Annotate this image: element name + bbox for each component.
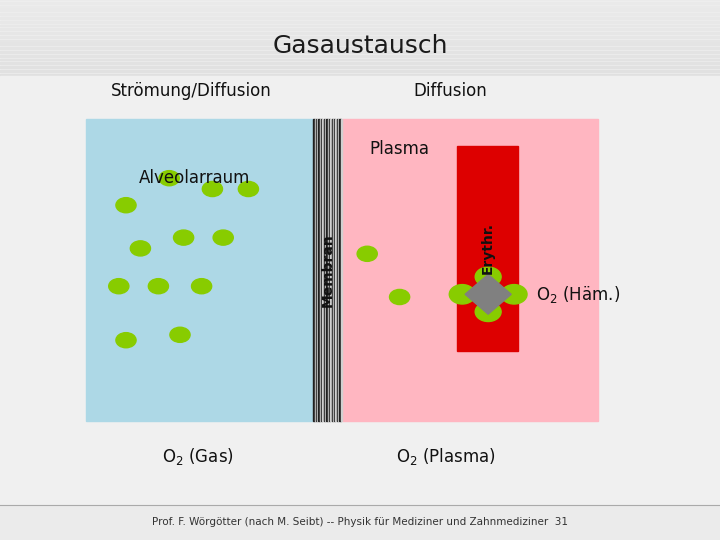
Bar	[0, 32, 720, 34]
Bar	[336, 119, 337, 421]
Bar	[0, 116, 720, 117]
Bar	[331, 119, 333, 421]
Circle shape	[159, 171, 179, 186]
Bar	[329, 119, 330, 421]
Bar	[0, 108, 720, 110]
Text: Diffusion: Diffusion	[413, 82, 487, 100]
Bar	[0, 138, 720, 140]
Bar	[325, 119, 326, 421]
Bar	[0, 40, 720, 42]
Bar	[0, 96, 720, 98]
Text: Membran: Membran	[320, 233, 335, 307]
Circle shape	[238, 181, 258, 197]
Text: Strömung/Diffusion: Strömung/Diffusion	[110, 82, 271, 100]
Bar	[0, 100, 720, 102]
Text: Gasaustausch: Gasaustausch	[272, 34, 448, 58]
Bar	[0, 66, 720, 68]
Text: Alveolarraum: Alveolarraum	[139, 169, 250, 187]
Bar	[317, 119, 318, 421]
Bar	[330, 119, 331, 421]
Bar	[0, 44, 720, 45]
Bar	[321, 119, 323, 421]
Circle shape	[213, 230, 233, 245]
Bar	[0, 76, 720, 505]
Circle shape	[170, 327, 190, 342]
Circle shape	[449, 285, 475, 304]
Text: Prof. F. Wörgötter (nach M. Seibt) -- Physik für Mediziner und Zahnmediziner  31: Prof. F. Wörgötter (nach M. Seibt) -- Ph…	[152, 517, 568, 527]
Bar	[313, 119, 315, 421]
Bar	[0, 59, 720, 60]
Text: O$_2$ (Gas): O$_2$ (Gas)	[162, 446, 234, 467]
Bar	[0, 111, 720, 113]
Circle shape	[148, 279, 168, 294]
Bar	[0, 24, 720, 26]
Bar	[0, 74, 720, 76]
Bar	[0, 13, 720, 15]
Bar	[0, 21, 720, 23]
Circle shape	[501, 285, 527, 304]
Bar	[342, 119, 598, 421]
Bar	[0, 51, 720, 53]
Circle shape	[116, 198, 136, 213]
Bar	[0, 141, 720, 144]
Circle shape	[202, 181, 222, 197]
Bar	[338, 119, 339, 421]
Bar	[0, 6, 720, 8]
Bar	[339, 119, 341, 421]
Bar	[0, 9, 720, 11]
Bar	[457, 146, 518, 351]
Bar	[0, 126, 720, 129]
Bar	[318, 119, 320, 421]
Bar	[0, 85, 720, 87]
Bar	[320, 119, 321, 421]
Bar	[315, 119, 316, 421]
Circle shape	[174, 230, 194, 245]
Bar	[0, 70, 720, 72]
Bar	[0, 505, 720, 540]
Text: O$_2$ (Plasma): O$_2$ (Plasma)	[397, 446, 496, 467]
Bar	[0, 134, 720, 136]
Circle shape	[475, 302, 501, 321]
Circle shape	[130, 241, 150, 256]
Bar	[337, 119, 338, 421]
Circle shape	[109, 279, 129, 294]
Text: Plasma: Plasma	[369, 139, 430, 158]
Circle shape	[357, 246, 377, 261]
Text: O$_2$ (Häm.): O$_2$ (Häm.)	[536, 284, 621, 305]
Circle shape	[390, 289, 410, 305]
Bar	[0, 2, 720, 4]
Bar	[326, 119, 328, 421]
Bar	[323, 119, 324, 421]
Bar	[0, 47, 720, 49]
Bar	[0, 17, 720, 19]
Bar	[0, 81, 720, 83]
Bar	[0, 62, 720, 64]
Bar	[0, 123, 720, 125]
Bar	[333, 119, 334, 421]
Bar	[324, 119, 325, 421]
Circle shape	[116, 333, 136, 348]
Bar	[0, 104, 720, 106]
Bar	[334, 119, 336, 421]
Bar	[86, 119, 313, 421]
Bar	[0, 55, 720, 57]
Polygon shape	[465, 274, 511, 314]
Bar	[0, 77, 720, 79]
Bar	[0, 36, 720, 38]
Bar	[0, 145, 720, 147]
Circle shape	[192, 279, 212, 294]
Bar	[0, 28, 720, 30]
Bar	[316, 119, 317, 421]
Text: Erythr.: Erythr.	[481, 222, 495, 274]
Bar	[328, 119, 329, 421]
Circle shape	[475, 267, 501, 287]
Bar	[0, 93, 720, 94]
Bar	[341, 119, 342, 421]
Bar	[0, 89, 720, 91]
Bar	[0, 119, 720, 121]
Bar	[0, 131, 720, 132]
